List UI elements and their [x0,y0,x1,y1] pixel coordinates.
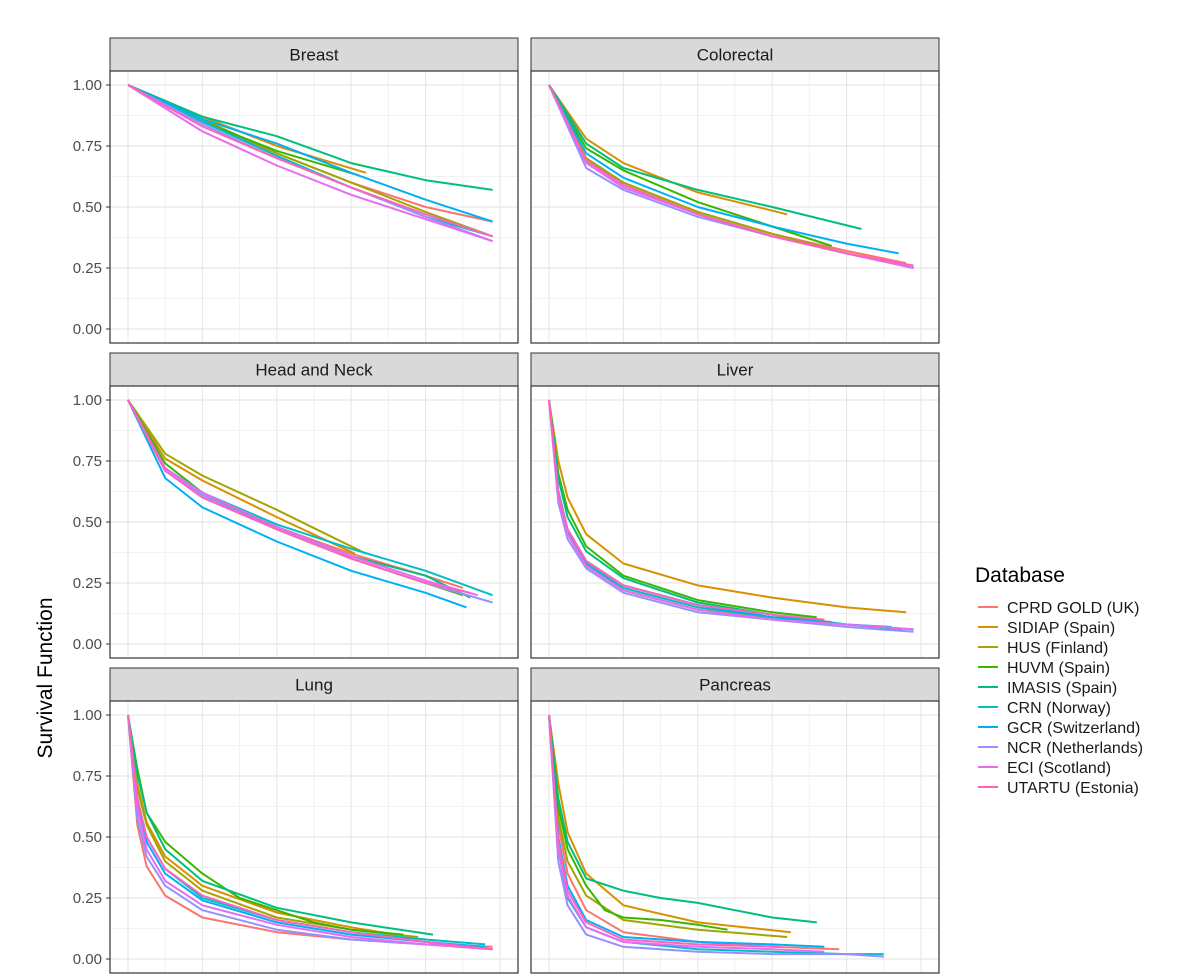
strip-background [109,37,519,72]
y-tick-label: 0.25 [73,260,102,277]
panel-breast: Breast 0.00 0.25 0.50 0.75 1.00 [73,37,519,344]
series-line-eci [548,714,825,953]
y-axis-title: Survival Function [34,597,57,758]
series-line-utartu [127,714,493,951]
legend-label: SIDIAP (Spain) [1007,620,1115,637]
strip-background [109,352,519,387]
panel-title: Head and Neck [255,361,373,380]
series-line-imasis [548,714,817,924]
series-line-utartu [548,714,780,948]
series-line-huvm [548,399,817,619]
series-line-imasis [127,714,434,936]
series-line-utartu [548,84,914,267]
series-line-utartu [127,399,471,594]
panel-title: Lung [295,676,333,695]
series-line-eci [127,84,493,243]
y-tick-label: 0.75 [73,768,102,785]
series-line-sidiap [548,714,791,934]
panel-title: Breast [289,46,338,65]
legend-label: ECI (Scotland) [1007,760,1111,777]
series-line-gcr [127,84,493,223]
panel-liver: Liver [530,352,940,659]
panel-border [530,70,940,344]
legend-label: HUS (Finland) [1007,640,1108,657]
y-tick-label: 0.50 [73,514,102,531]
series-line-ncr [548,399,914,633]
series-line-imasis [127,84,493,191]
y-tick-label: 0.75 [73,138,102,155]
y-tick-label: 1.00 [73,392,102,409]
panel-colorectal: Colorectal [530,37,940,344]
series-line-eci [127,714,493,951]
y-tick-label: 0.00 [73,321,102,338]
series-line-utartu [548,399,825,621]
legend-item: CPRD GOLD (UK) [978,600,1139,617]
series-line-hus [548,714,788,938]
y-tick-label: 0.50 [73,199,102,216]
panel-head-and-neck: Head and Neck 0.00 0.25 0.50 0.75 1.00 [73,352,519,659]
legend-item: NCR (Netherlands) [978,740,1143,757]
panel-lung: Lung 0.00 0.25 0.50 0.75 1.00 [73,667,519,974]
legend-item: HUS (Finland) [978,640,1108,657]
legend-label: IMASIS (Spain) [1007,680,1117,697]
series-line-eci [127,399,478,597]
legend-item: IMASIS (Spain) [978,680,1117,697]
legend-item: UTARTU (Estonia) [978,780,1139,797]
series-line-sidiap [127,714,396,936]
y-tick-label: 0.00 [73,951,102,968]
strip-background [530,37,940,72]
panel-border [530,700,940,974]
y-tick-label: 0.25 [73,575,102,592]
panel-title: Colorectal [697,46,774,65]
series-line-sidiap [127,399,356,555]
panel-title: Liver [717,361,754,380]
panel-pancreas: Pancreas [530,667,940,974]
series-line-gcr [127,399,467,609]
series-line-hus [127,399,367,555]
strip-background [530,352,940,387]
y-tick-label: 0.75 [73,453,102,470]
legend-label: CPRD GOLD (UK) [1007,600,1139,617]
legend-item: GCR (Switzerland) [978,720,1140,737]
legend-label: UTARTU (Estonia) [1007,780,1139,797]
legend-item: HUVM (Spain) [978,660,1110,677]
panel-border [530,385,940,659]
y-tick-label: 1.00 [73,707,102,724]
series-line-sidiap [548,84,788,216]
series-line-huvm [548,714,728,931]
series-line-utartu [127,84,493,238]
legend-label: HUVM (Spain) [1007,660,1110,677]
y-tick-label: 0.25 [73,890,102,907]
series-line-imasis [548,84,862,230]
panel-title: Pancreas [699,676,771,695]
legend-label: NCR (Netherlands) [1007,740,1143,757]
legend-label: CRN (Norway) [1007,700,1111,717]
legend-item: SIDIAP (Spain) [978,620,1115,637]
y-tick-label: 0.00 [73,636,102,653]
series-line-sidiap [548,399,907,614]
series-line-gcr [548,84,899,255]
series-line-ncr [548,714,884,958]
facet-panels: Breast 0.00 0.25 0.50 0.75 1.00 Colorectal Head… [73,37,940,974]
legend-label: GCR (Switzerland) [1007,720,1140,737]
strip-background [530,667,940,702]
legend-title: Database [975,564,1065,587]
legend-item: ECI (Scotland) [978,760,1111,777]
series-line-eci [548,399,914,631]
legend: CPRD GOLD (UK) SIDIAP (Spain) HUS (Finland… [978,600,1143,797]
y-tick-label: 0.50 [73,829,102,846]
strip-background [109,667,519,702]
legend-item: CRN (Norway) [978,700,1111,717]
y-tick-label: 1.00 [73,77,102,94]
